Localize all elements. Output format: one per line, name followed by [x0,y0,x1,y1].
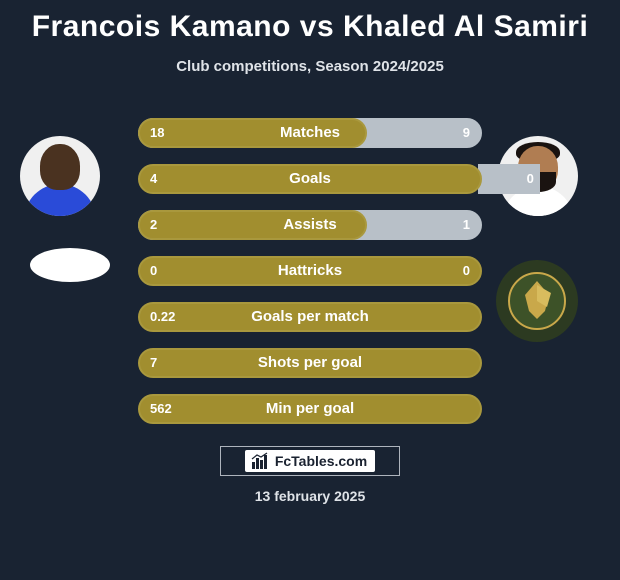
source-attribution: FcTables.com [220,446,400,476]
stat-value-right: 0 [463,256,470,286]
comparison-title: Francois Kamano vs Khaled Al Samiri [0,0,620,44]
brand-name: FcTables.com [273,453,369,469]
player2-club-badge [496,260,578,342]
stat-label: Goals [138,164,482,194]
bar-chart-icon [251,452,269,470]
player1-avatar [20,136,100,216]
stat-label: Min per goal [138,394,482,424]
stat-row: Assists2 1 [138,210,482,240]
stat-value-left: 4 [150,164,157,194]
stat-value-left: 562 [150,394,172,424]
stat-label: Shots per goal [138,348,482,378]
stat-value-left: 0.22 [150,302,175,332]
stat-row: Goals40 [138,164,482,194]
stats-comparison-chart: Matches18 9 Goals40 Assists2 1 Hattricks0 0 Goa… [138,118,482,440]
snapshot-date: 13 february 2025 [0,488,620,504]
stat-row: Hattricks0 0 [138,256,482,286]
stat-label: Matches [138,118,482,148]
player1-club-badge [30,248,110,282]
stat-label: Hattricks [138,256,482,286]
stat-value-right: 0 [527,164,534,194]
stat-label: Goals per match [138,302,482,332]
stat-row: Min per goal562 [138,394,482,424]
stat-value-left: 18 [150,118,164,148]
stat-value-left: 2 [150,210,157,240]
comparison-subtitle: Club competitions, Season 2024/2025 [0,58,620,75]
stat-label: Assists [138,210,482,240]
stat-value-right: 1 [463,210,470,240]
stat-value-left: 0 [150,256,157,286]
stat-value-right: 9 [463,118,470,148]
stat-row: Matches18 9 [138,118,482,148]
stat-row: Goals per match0.22 [138,302,482,332]
stat-value-left: 7 [150,348,157,378]
stat-row: Shots per goal7 [138,348,482,378]
